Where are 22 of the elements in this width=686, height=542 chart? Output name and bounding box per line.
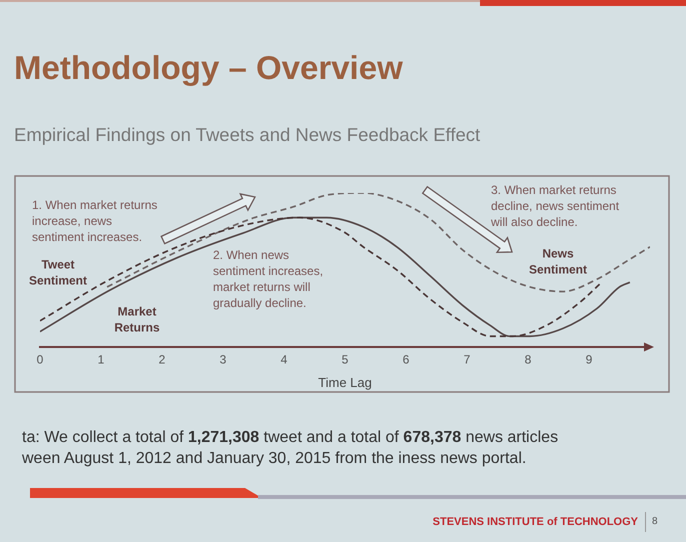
series-label: News Sentiment <box>528 246 588 276</box>
x-tick-label: 4 <box>280 352 288 367</box>
text: ta: We collect a total of 1,271,308 tweet and a total of 678,378 news articles ween August 1, 2012 and January 30, 2015 from the iness news portal. <box>22 428 560 469</box>
chart-subtitle: Empirical Findings on Tweets and News Feedback Effect <box>14 124 480 146</box>
x-tick-label: 2 <box>158 352 166 367</box>
text: 8 <box>652 516 658 527</box>
x-tick-label: 8 <box>524 352 532 367</box>
x-axis-title: Time Lag <box>318 374 372 390</box>
x-tick-label: 9 <box>586 352 593 367</box>
series-label: Market Returns <box>114 304 160 334</box>
x-tick-label: 3 <box>220 352 227 367</box>
annotation: 2. When news sentiment increases, market returns will gradually decline. <box>213 247 324 311</box>
x-tick-label: 1 <box>98 352 105 367</box>
x-tick-label: 0 <box>36 352 44 367</box>
annotation: 1. When market returns increase, news sentiment increases. <box>32 197 158 245</box>
x-tick-label: 7 <box>464 352 471 367</box>
series-label: Tweet Sentiment <box>28 257 88 288</box>
x-tick-label: 6 <box>402 352 410 367</box>
chart-title: Methodology – Overview <box>14 49 403 87</box>
text: STEVENS INSTITUTE of TECHNOLOGY <box>432 516 638 528</box>
annotation: 3. When market returns decline, news sentiment will also decline. <box>491 182 620 230</box>
x-tick-label: 5 <box>342 352 349 367</box>
